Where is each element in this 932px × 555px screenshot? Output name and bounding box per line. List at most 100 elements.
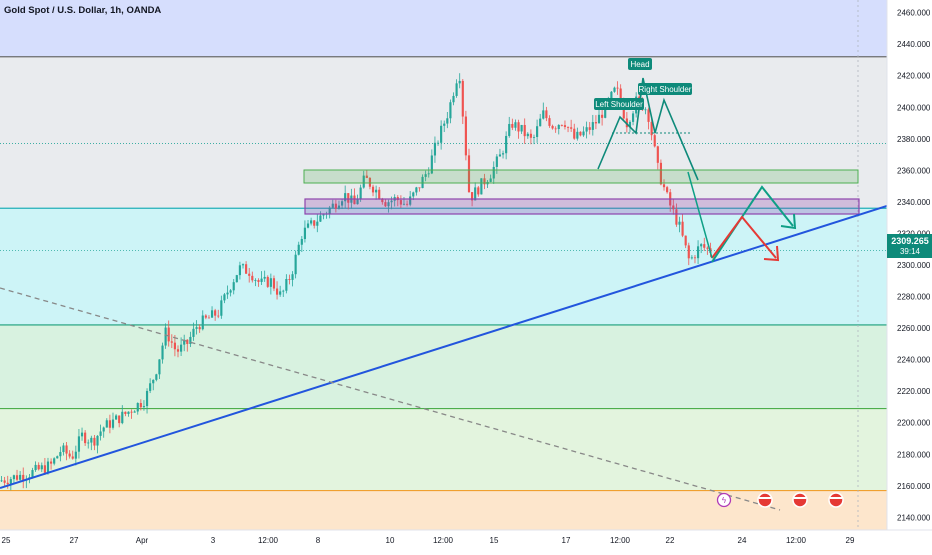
candle-body [331,203,334,208]
candle-body [529,133,532,138]
us-flag-stripe [759,497,771,499]
price-axis[interactable]: 2140.000 2160.000 2180.000 2200.000 2220.000… [897,9,931,523]
head-label[interactable]: Head [628,58,652,70]
right-shoulder-label[interactable]: Right Shoulder [638,83,692,95]
us-flag-event-icon[interactable] [757,492,773,508]
time-axis[interactable]: 25 27 Apr 3 12:00 8 10 12:00 15 17 12:00 22 24 12:00 2… [2,536,855,545]
supply-zone-box[interactable] [304,198,860,215]
candle-body [405,203,409,205]
candle-body [681,221,684,236]
candle-body [80,432,84,437]
candle-body [690,257,693,259]
candle-body [511,123,514,128]
candle-body [501,153,505,155]
candle-body [576,131,579,139]
candle-body [409,196,412,205]
candle-body [266,276,269,287]
candle-body [696,246,700,259]
green-projection-arrow[interactable] [711,185,794,263]
candle-body [316,221,319,226]
candle-body [328,207,331,214]
candle-body [585,127,588,132]
candle-body [15,475,19,480]
candle-body [492,166,495,179]
candle-body [9,479,12,485]
candle-body [532,136,536,138]
candle-body [418,187,421,189]
time-tick-label: 15 [490,536,499,545]
horizontal-levels [0,0,887,530]
candle-body [155,374,158,380]
candle-body [371,186,375,193]
left-shoulder-label[interactable]: Left Shoulder [594,98,644,110]
current-price-label[interactable]: 2309.265 39:14 [887,234,932,258]
demand-zone-box[interactable] [303,169,859,184]
candle-body [344,193,347,202]
time-tick-label: 10 [386,536,395,545]
price-tick-label: 2140.000 [897,513,931,522]
candle-body [300,239,303,245]
candle-body [616,87,619,89]
candle-body [223,294,226,301]
candle-body [520,124,523,132]
background-zones [0,0,887,530]
us-flag-event-icon[interactable] [828,492,844,508]
price-tick-label: 2260.000 [897,324,931,333]
candle-body [186,339,189,344]
candle-body [650,121,653,136]
candle-body [102,427,105,432]
chart-title: Gold Spot / U.S. Dollar, 1h, OANDA [4,5,161,16]
candle-body [195,327,198,329]
candle-body [693,257,697,259]
candle-body [464,116,467,156]
candle-body [310,220,313,224]
candle-body [183,339,186,345]
drawings[interactable] [0,77,891,511]
candle-body [115,415,118,420]
event-markers[interactable]: ϟ [716,492,844,508]
candle-body [176,349,180,352]
candle-body [337,205,341,209]
candle-body [340,201,344,206]
candle-body [288,278,291,280]
candle-body [560,124,563,126]
candle-body [390,200,393,203]
candle-body [659,162,663,185]
candle-body [238,265,241,276]
dashed-descending-line[interactable] [0,287,781,511]
price-tick-label: 2160.000 [897,482,931,491]
candle-body [483,178,486,185]
head-shoulders-pattern[interactable] [597,77,699,181]
candle-body [424,174,427,177]
us-flag-stripe [794,497,806,499]
candle-body [601,114,604,118]
candle-body [566,126,570,128]
ascending-trendline[interactable] [0,204,891,489]
us-flag-event-icon[interactable] [792,492,808,508]
candle-body [495,156,498,167]
event-lightning-icon[interactable] [716,492,732,508]
time-tick-label: 12:00 [786,536,807,545]
candle-body [610,91,613,100]
zone-band [0,56,887,209]
candle-body [124,411,127,414]
candle-body [579,131,582,136]
time-tick-label: 22 [666,536,675,545]
candle-body [508,123,511,136]
candle-body [96,435,99,446]
candle-body [291,274,294,280]
candle-body [19,474,22,480]
candle-body [3,480,6,483]
candle-body [517,122,520,132]
candle-body [662,184,666,188]
red-projection-arrow[interactable] [711,215,777,259]
candle-body [279,291,282,295]
price-tick-label: 2440.000 [897,40,931,49]
candle-body [554,128,557,130]
candle-body [149,383,152,391]
candle-body [412,192,415,197]
price-tick-label: 2420.000 [897,72,931,81]
candle-body [275,288,279,295]
